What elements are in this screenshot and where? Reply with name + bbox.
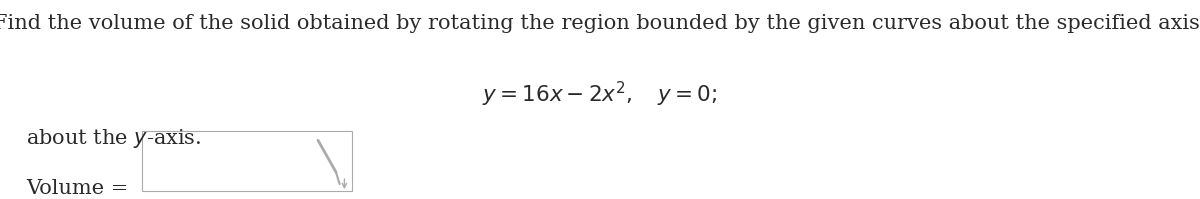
FancyBboxPatch shape — [142, 131, 352, 191]
Text: Find the volume of the solid obtained by rotating the region bounded by the give: Find the volume of the solid obtained by… — [0, 14, 1200, 33]
Text: about the $y$-axis.: about the $y$-axis. — [26, 127, 202, 150]
Text: $y = 16x - 2x^2, \quad y = 0;$: $y = 16x - 2x^2, \quad y = 0;$ — [482, 80, 718, 109]
Text: Volume =: Volume = — [26, 179, 128, 198]
